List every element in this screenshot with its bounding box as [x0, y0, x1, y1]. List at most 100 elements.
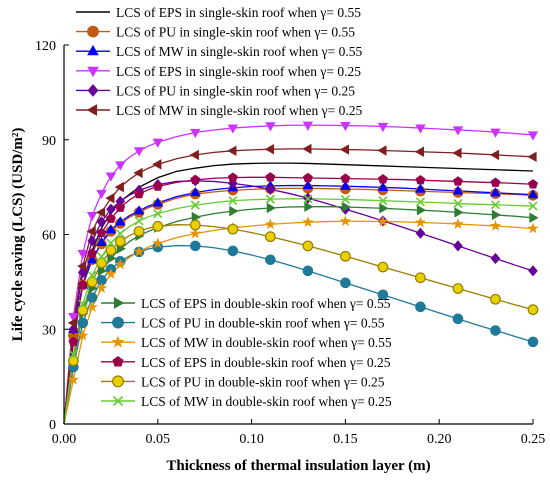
legend-label: LCS of PU in single-skin roof when γ= 0.…	[116, 25, 355, 40]
data-point-series-9	[264, 218, 277, 230]
data-point-series-8	[302, 265, 314, 277]
data-point-series-9	[189, 227, 202, 239]
legend-swatch-marker	[111, 335, 125, 348]
y-axis-title: Life cycle saving (LCS) (USD/m²)	[10, 128, 26, 342]
data-point-series-10	[528, 179, 538, 189]
data-point-series-7	[304, 201, 314, 212]
data-point-series-10	[340, 173, 351, 183]
data-point-series-12	[265, 194, 275, 204]
legend-item-2: LCS of PU in single-skin roof when γ= 0.…	[76, 25, 355, 40]
legend-label: LCS of MW in single-skin roof when γ= 0.…	[116, 103, 362, 118]
data-point-series-12	[453, 198, 463, 209]
legend-label: LCS of EPS in single-skin roof when γ= 0…	[116, 64, 361, 79]
data-point-series-10	[152, 181, 163, 191]
data-point-series-12	[78, 299, 88, 309]
data-point-series-3	[190, 186, 201, 197]
data-point-series-3	[340, 180, 351, 190]
data-point-series-12	[134, 216, 144, 226]
data-point-series-5	[528, 265, 538, 277]
data-point-series-11	[227, 223, 239, 235]
data-point-series-5	[106, 203, 116, 215]
data-point-series-7	[191, 211, 201, 223]
data-point-series-11	[415, 272, 426, 284]
legend-swatch-marker	[111, 375, 124, 388]
legend-swatch-marker	[112, 355, 124, 367]
data-point-series-4	[86, 211, 98, 222]
legend-label: LCS of PU in double-skin roof when γ= 0.…	[141, 374, 385, 389]
data-point-series-4	[302, 121, 314, 131]
data-point-series-11	[86, 276, 98, 288]
data-point-series-8	[415, 301, 426, 313]
data-point-series-3	[527, 189, 539, 199]
data-point-series-9	[452, 218, 464, 229]
data-point-series-11	[189, 219, 201, 231]
data-point-series-6	[86, 226, 96, 237]
data-point-series-3	[96, 236, 107, 246]
data-point-series-11	[302, 240, 314, 252]
data-point-series-11	[67, 355, 79, 367]
legend-swatch-marker	[112, 316, 124, 329]
plot-markers	[67, 121, 539, 385]
legend-label: LCS of MW in single-skin roof when γ= 0.…	[116, 44, 362, 59]
data-point-series-11	[527, 304, 539, 316]
data-point-series-3	[133, 205, 145, 215]
data-point-series-5	[96, 216, 107, 228]
data-point-series-12	[528, 201, 538, 211]
data-point-series-10	[265, 172, 276, 182]
legend-swatch-marker	[113, 297, 125, 309]
data-point-series-11	[152, 220, 164, 232]
data-point-series-3	[152, 197, 163, 207]
data-point-series-6	[527, 151, 537, 163]
data-point-series-12	[228, 196, 238, 206]
data-point-series-3	[302, 179, 314, 190]
data-point-series-11	[114, 236, 126, 247]
data-point-series-6	[152, 159, 162, 170]
data-point-series-7	[454, 207, 464, 218]
legend-item-1: LCS of EPS in single-skin roof when γ= 0…	[76, 5, 361, 20]
data-point-series-4	[96, 189, 107, 200]
legend-item-3: LCS of MW in single-skin roof when γ= 0.…	[76, 44, 362, 59]
x-tick-label: 0.20	[427, 432, 452, 447]
data-point-series-8	[377, 289, 389, 301]
legend-item-5: LCS of PU in single-skin roof when γ= 0.…	[76, 83, 355, 98]
data-point-series-8	[190, 240, 201, 252]
data-point-series-6	[67, 317, 77, 329]
data-point-series-10	[77, 279, 88, 290]
data-point-series-7	[379, 203, 389, 214]
data-point-series-12	[68, 349, 78, 360]
x-axis-title: Thickness of thermal insulation layer (m…	[166, 458, 430, 474]
data-point-series-4	[265, 122, 276, 132]
data-point-series-6	[95, 207, 106, 218]
data-point-series-9	[414, 216, 427, 228]
data-point-series-8	[340, 277, 351, 289]
data-point-series-5	[77, 266, 88, 278]
data-point-series-7	[491, 209, 502, 221]
data-point-series-12	[190, 200, 200, 210]
legend-item-9: LCS of MW in double-skin roof when γ= 0.…	[101, 335, 392, 350]
data-point-series-11	[96, 257, 107, 269]
data-point-series-4	[68, 313, 79, 323]
data-point-series-9	[133, 245, 145, 257]
data-point-series-10	[115, 202, 126, 212]
data-point-series-5	[87, 235, 97, 247]
data-point-series-9	[95, 282, 108, 294]
data-point-series-7	[97, 265, 108, 277]
data-point-series-3	[115, 216, 126, 226]
data-point-series-6	[133, 167, 143, 179]
y-tick-label: 120	[35, 39, 56, 54]
data-point-series-4	[340, 121, 351, 132]
data-point-series-4	[227, 124, 239, 134]
legend-item-11: LCS of PU in double-skin roof when γ= 0.…	[101, 374, 385, 389]
data-point-series-9	[86, 301, 98, 312]
legend-bottom-left: LCS of EPS in double-skin roof when γ= 0…	[101, 296, 392, 409]
legend-label: LCS of EPS in single-skin roof when γ= 0…	[116, 5, 361, 20]
data-point-series-12	[96, 252, 107, 262]
data-point-series-6	[264, 144, 274, 155]
data-point-series-8	[77, 317, 89, 329]
x-tick-label: 0.10	[239, 432, 264, 447]
data-point-series-9	[67, 373, 80, 385]
y-tick-label: 30	[42, 323, 56, 338]
data-point-series-11	[340, 250, 351, 262]
data-point-series-8	[452, 313, 464, 325]
